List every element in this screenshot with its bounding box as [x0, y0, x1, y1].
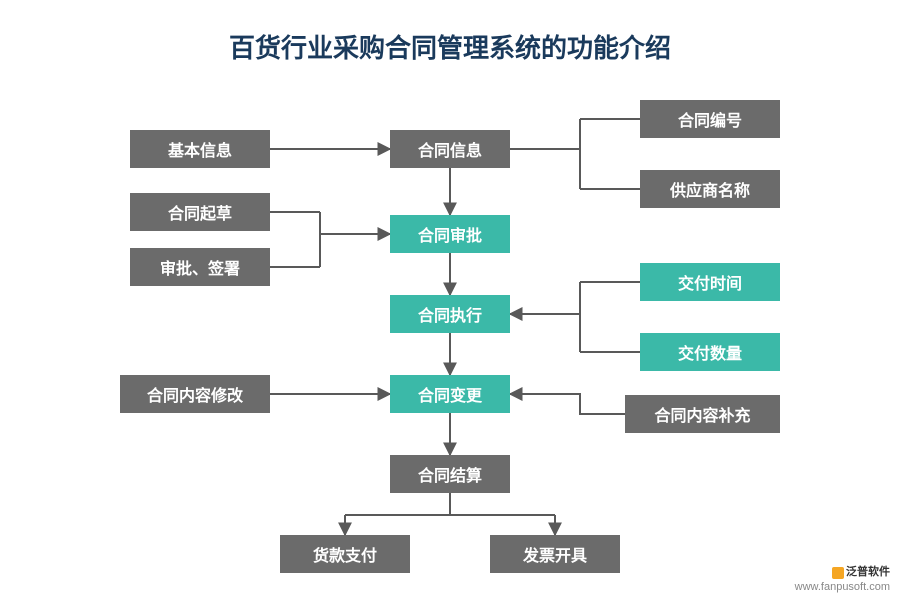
node-c1: 合同信息: [390, 130, 510, 168]
node-l2: 合同起草: [130, 193, 270, 231]
node-c3: 合同执行: [390, 295, 510, 333]
node-c4: 合同变更: [390, 375, 510, 413]
node-r5: 合同内容补充: [625, 395, 780, 433]
node-b2: 发票开具: [490, 535, 620, 573]
watermark-brand: 泛普软件: [846, 566, 890, 578]
node-c2: 合同审批: [390, 215, 510, 253]
watermark-url: www.fanpusoft.com: [795, 580, 890, 594]
node-r2: 供应商名称: [640, 170, 780, 208]
node-c5: 合同结算: [390, 455, 510, 493]
watermark: 泛普软件 www.fanpusoft.com: [795, 565, 890, 594]
node-r1: 合同编号: [640, 100, 780, 138]
page-title: 百货行业采购合同管理系统的功能介绍: [0, 28, 900, 65]
node-r3: 交付时间: [640, 263, 780, 301]
node-r4: 交付数量: [640, 333, 780, 371]
node-l1: 基本信息: [130, 130, 270, 168]
node-l3: 审批、签署: [130, 248, 270, 286]
node-b1: 货款支付: [280, 535, 410, 573]
node-l4: 合同内容修改: [120, 375, 270, 413]
